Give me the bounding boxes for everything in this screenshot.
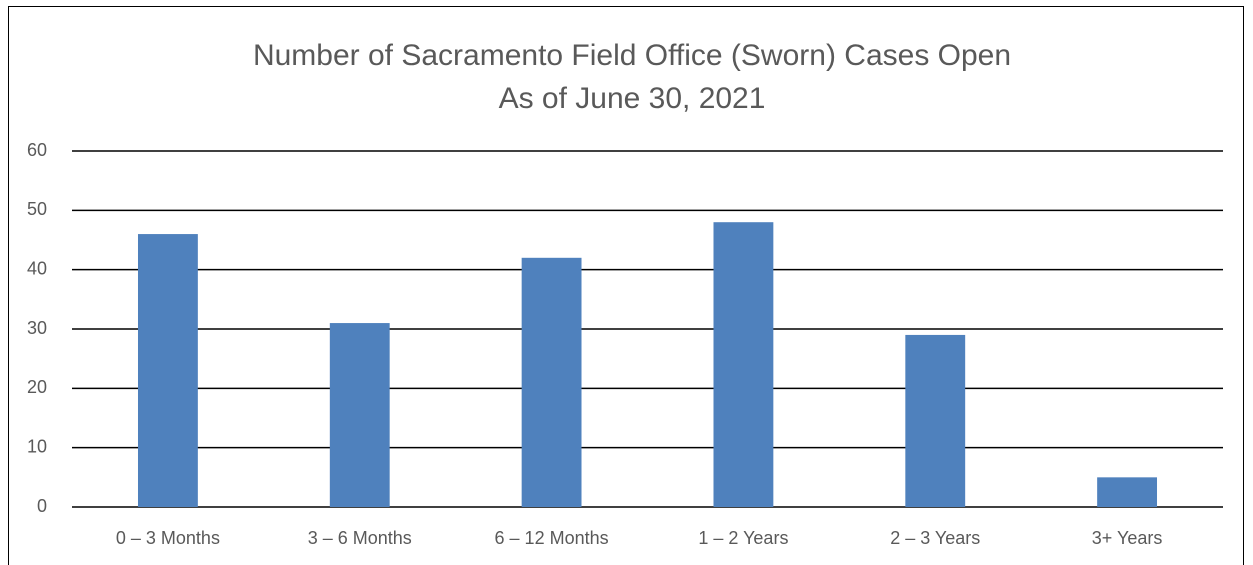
y-tick-label: 10 [27, 436, 47, 456]
bar [137, 234, 198, 508]
y-tick-label: 20 [27, 377, 47, 397]
chart-title: Number of Sacramento Field Office (Sworn… [253, 39, 1011, 72]
bar [905, 334, 966, 507]
chart-subtitle: As of June 30, 2021 [499, 82, 766, 115]
bar [329, 323, 390, 507]
x-tick-label: 3+ Years [1092, 528, 1163, 548]
y-tick-label: 40 [27, 258, 47, 278]
y-tick-label: 0 [37, 496, 47, 516]
x-tick-label: 0 – 3 Months [116, 528, 220, 548]
y-tick-label: 60 [27, 140, 47, 160]
x-tick-label: 6 – 12 Months [495, 528, 609, 548]
bar [521, 257, 582, 507]
y-tick-label: 50 [27, 199, 47, 219]
bar [713, 222, 774, 507]
x-tick-label: 3 – 6 Months [308, 528, 412, 548]
x-tick-label: 2 – 3 Years [890, 528, 980, 548]
chart-frame [8, 6, 1244, 565]
x-tick-label: 1 – 2 Years [698, 528, 788, 548]
bar [1097, 477, 1158, 507]
y-tick-label: 30 [27, 318, 47, 338]
